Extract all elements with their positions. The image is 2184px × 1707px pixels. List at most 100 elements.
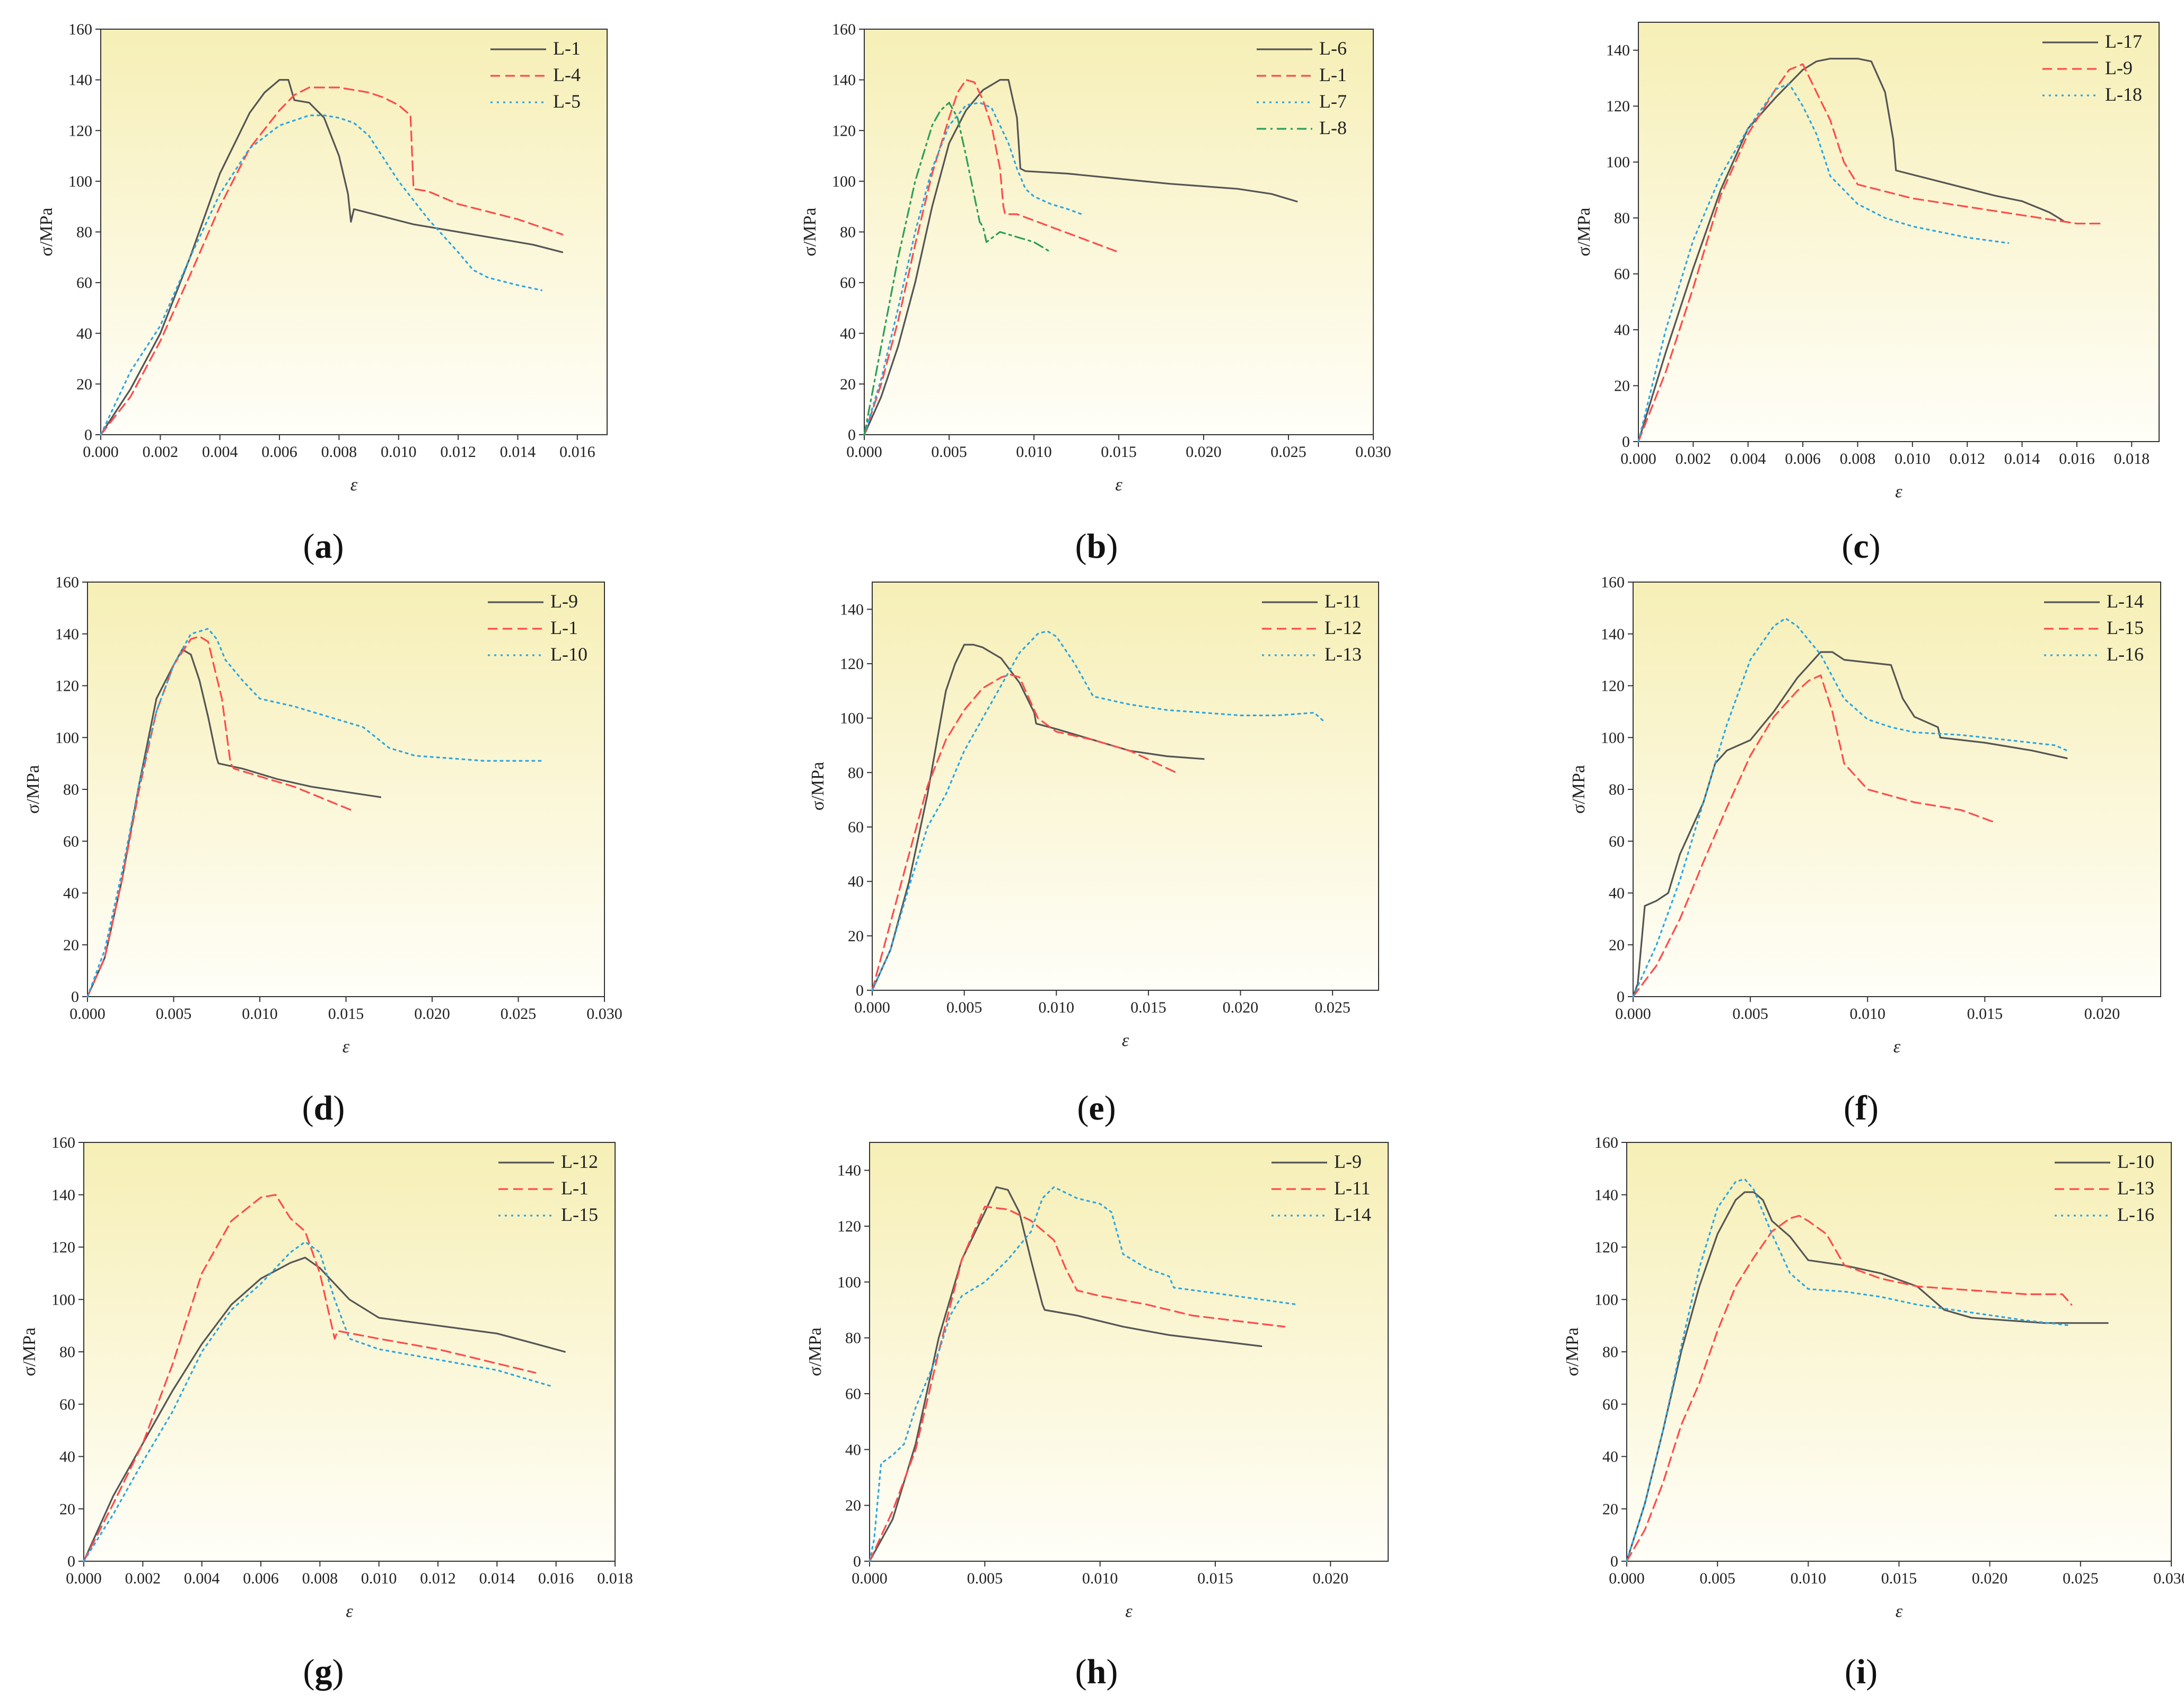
plot-area [864, 29, 1374, 435]
legend-label: L-12 [561, 1151, 598, 1172]
x-axis-title: ε [350, 475, 358, 495]
series-line-l-17 [1637, 57, 2064, 443]
y-tick-label: 0 [67, 1553, 75, 1570]
x-tick-label: 0.025 [2063, 1570, 2099, 1587]
y-tick-label: 80 [1609, 781, 1625, 798]
y-tick-label: 80 [1602, 1343, 1618, 1361]
x-tick-label: 0.005 [1732, 1005, 1768, 1023]
y-tick-label: 80 [848, 764, 864, 781]
x-tick-label: 0.015 [1967, 1005, 2003, 1023]
legend-label: L-16 [2107, 644, 2144, 665]
legend-label: L-7 [1319, 91, 1347, 112]
panel-caption: (c) [1841, 527, 1880, 566]
series-line-l-5 [100, 115, 543, 436]
plot-area [1626, 1142, 2172, 1562]
y-tick-label: 40 [845, 1441, 861, 1458]
y-tick-label: 160 [51, 1134, 75, 1151]
y-tick-label: 0 [1622, 433, 1630, 451]
series-line-l-12 [871, 673, 1177, 991]
series-line-l-8 [863, 102, 1052, 436]
legend-label: L-1 [561, 1177, 589, 1199]
y-axis-title: σ/MPa [1569, 765, 1589, 814]
x-tick-label: 0.004 [1730, 450, 1766, 468]
x-tick-label: 0.010 [1849, 1005, 1885, 1023]
y-tick-label: 100 [1594, 1291, 1618, 1308]
y-tick-label: 120 [51, 1239, 75, 1256]
y-tick-label: 80 [845, 1330, 861, 1347]
x-tick-label: 0.016 [2059, 450, 2095, 468]
y-tick-label: 140 [840, 601, 864, 618]
series-line-l-1 [100, 79, 564, 436]
x-tick-label: 0.000 [846, 443, 882, 461]
x-tick-label: 0.000 [1615, 1005, 1651, 1023]
legend-label: L-17 [2105, 31, 2142, 52]
x-tick-label: 0.005 [931, 443, 967, 461]
y-tick-label: 40 [76, 325, 92, 342]
y-tick-label: 160 [1594, 1134, 1618, 1151]
legend-label: L-15 [561, 1204, 598, 1225]
y-tick-label: 60 [848, 819, 864, 836]
y-tick-label: 20 [63, 936, 79, 954]
y-tick-label: 40 [59, 1448, 75, 1466]
y-tick-label: 20 [1602, 1500, 1618, 1518]
series-line-l-16 [1632, 617, 2068, 998]
x-tick-label: 0.000 [1609, 1570, 1645, 1587]
legend-label: L-5 [553, 91, 581, 112]
x-tick-label: 0.015 [328, 1005, 364, 1023]
legend-label: L-14 [2107, 591, 2144, 612]
legend-label: L-9 [2105, 57, 2133, 78]
plot-area [83, 1142, 616, 1562]
x-tick-label: 0.020 [2084, 1005, 2120, 1023]
y-tick-label: 40 [1609, 885, 1625, 902]
x-tick-label: 0.000 [69, 1005, 106, 1023]
y-tick-label: 0 [1617, 988, 1625, 1006]
y-tick-label: 140 [1594, 1186, 1618, 1204]
legend-label: L-15 [2107, 617, 2144, 638]
y-tick-label: 100 [1606, 154, 1630, 171]
series-line-l-14 [1632, 651, 2068, 998]
y-tick-label: 100 [837, 1273, 861, 1291]
y-tick-label: 120 [840, 655, 864, 673]
x-tick-label: 0.004 [184, 1570, 220, 1587]
y-axis-title: σ/MPa [23, 765, 43, 814]
y-tick-label: 60 [59, 1396, 75, 1413]
y-tick-label: 40 [1602, 1448, 1618, 1466]
legend-label: L-16 [2117, 1204, 2154, 1225]
x-tick-label: 0.000 [852, 1570, 888, 1587]
y-axis-title: σ/MPa [20, 1327, 39, 1376]
x-tick-label: 0.010 [1082, 1570, 1118, 1587]
panel-d: 0.000 0.005 0.010 0.015 0.020 0.025 0.030 0 20 40… [23, 574, 622, 1128]
y-tick-label: 140 [51, 1186, 75, 1204]
y-tick-label: 160 [832, 21, 856, 38]
x-tick-label: 0.002 [1676, 450, 1712, 468]
panel-caption: (d) [302, 1089, 345, 1128]
x-tick-label: 0.015 [1130, 999, 1166, 1016]
y-tick-label: 20 [845, 1497, 861, 1515]
y-tick-label: 20 [840, 375, 856, 393]
series-line-l-16 [1626, 1178, 2073, 1562]
x-tick-label: 0.005 [946, 999, 983, 1016]
y-tick-label: 140 [55, 626, 79, 643]
legend-label: L-13 [1325, 644, 1362, 665]
legend-label: L-9 [550, 591, 578, 612]
x-tick-label: 0.008 [302, 1570, 338, 1587]
x-tick-label: 0.014 [500, 443, 536, 461]
y-axis-title: σ/MPa [1574, 207, 1594, 256]
series-line-l-11 [869, 1206, 1285, 1562]
x-tick-label: 0.002 [125, 1570, 161, 1587]
x-tick-label: 0.015 [1101, 443, 1137, 461]
plot-area [872, 582, 1379, 991]
x-tick-label: 0.012 [420, 1570, 456, 1587]
x-tick-label: 0.020 [1223, 999, 1259, 1016]
panel-caption: (b) [1075, 527, 1118, 566]
y-tick-label: 40 [63, 885, 79, 902]
x-tick-label: 0.006 [1785, 450, 1821, 468]
legend-label: L-1 [1319, 64, 1347, 85]
x-tick-label: 0.014 [2004, 450, 2040, 468]
series-line-l-1 [86, 635, 352, 998]
series-line-l-13 [1626, 1215, 2073, 1562]
series-line-l-18 [1637, 83, 2010, 443]
plot-area [87, 582, 605, 997]
x-tick-label: 0.010 [1791, 1570, 1827, 1587]
panel-caption: (g) [303, 1652, 344, 1691]
